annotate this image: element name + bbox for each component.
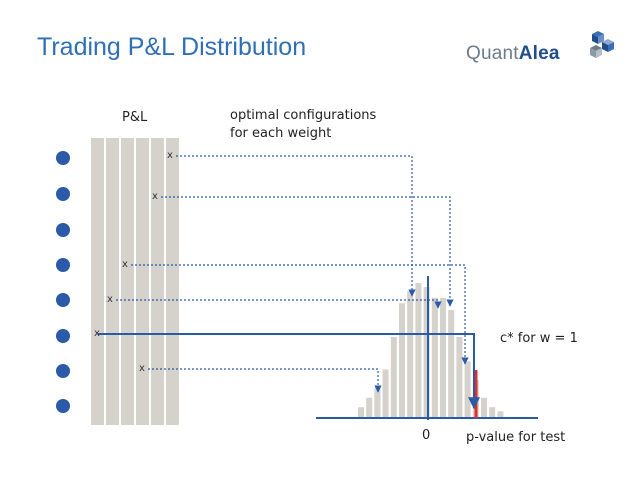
connector [148,368,382,393]
pl-column [151,138,164,425]
pl-label: P&L [122,110,148,125]
histogram-bar [448,310,455,418]
page-title: Trading P&L Distribution [37,33,307,61]
pl-column [121,138,134,425]
histogram-bar [358,407,364,418]
cube-logo-icon [590,31,614,58]
histogram [358,283,504,419]
x-marker: x [152,191,158,202]
pl-column [166,138,179,425]
connector [116,299,442,309]
pl-column [106,138,119,425]
dotted-connectors [116,155,469,393]
connector [161,196,454,307]
histogram-bar [481,397,487,419]
histogram-bar [415,283,422,418]
pl-column [136,138,149,425]
logo-text-alea: Alea [518,43,560,64]
histogram-bar [497,411,504,419]
connector [176,155,416,297]
histogram-bar [456,337,463,418]
weight-dot [56,187,70,201]
weight-dot [56,399,70,413]
weight-dots [56,151,70,413]
x-marker: x [167,150,173,161]
cstar-line [98,333,480,410]
quantalea-logo: QuantAlea [466,30,616,70]
pl-column [91,138,104,425]
weight-dot [56,258,70,272]
x-marker: x [122,259,128,270]
histogram-bar [382,369,389,418]
weight-dot [56,329,70,343]
connector [131,264,469,365]
x-marker: x [107,294,113,305]
zero-label: 0 [422,428,431,443]
histogram-bar [366,397,373,419]
histogram-bar [423,287,430,418]
weight-dot [56,223,70,237]
x-marker: x [139,363,145,374]
optimal-configurations-label-line2: for each weight [230,126,332,141]
cstar-label: c* for w = 1 [500,331,578,346]
histogram-bar [374,388,381,418]
pvalue-label: p-value for test [466,430,566,445]
histogram-bar [431,297,438,419]
histogram-bar [399,303,405,419]
optimal-configurations-label-line1: optimal configurations [230,108,377,123]
histogram-bar [464,361,471,418]
histogram-bar [390,337,397,418]
x-marker: x [94,328,100,339]
weight-dot [56,364,70,378]
histogram-bar [407,291,414,418]
histogram-bar [440,297,446,419]
weight-dot [56,151,70,165]
histogram-bar [489,407,496,418]
logo-text-quant: Quant [466,43,519,64]
weight-dot [56,293,70,307]
pl-columns [91,138,179,425]
